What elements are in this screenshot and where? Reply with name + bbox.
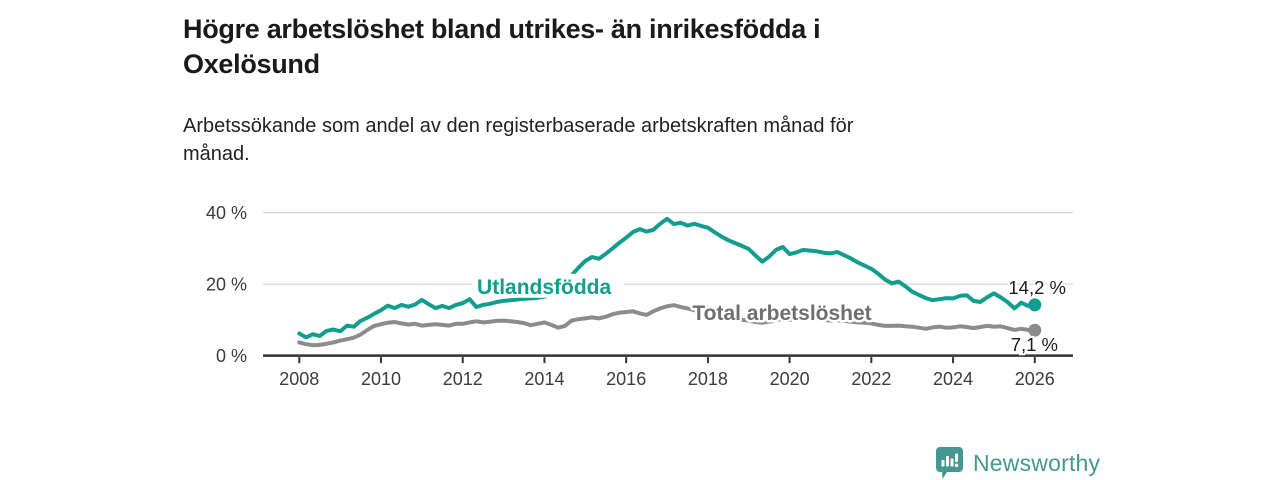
x-axis-tick-label: 2018 [688, 369, 728, 389]
newsworthy-badge-icon [936, 447, 963, 479]
x-axis-tick-label: 2016 [606, 369, 646, 389]
subtitle-line-2: månad. [183, 143, 250, 165]
x-axis-tick-label: 2020 [770, 369, 810, 389]
series-line-total [297, 303, 1037, 348]
y-axis-tick-label: 0 % [216, 346, 247, 366]
label-mask [472, 273, 625, 298]
series-label-total: Total arbetslöshet [692, 302, 871, 325]
chart-subtitle: Arbetssökande som andel av den registerb… [183, 112, 1043, 168]
series-label-utlandsfodda: Utlandsfödda [477, 276, 611, 299]
subtitle-line-1: Arbetssökande som andel av den registerb… [183, 115, 854, 137]
y-axis-tick-label: 40 % [206, 203, 247, 223]
x-axis-tick-label: 2026 [1015, 369, 1055, 389]
page-title: Högre arbetslöshet bland utrikes- än inr… [183, 12, 1043, 82]
series-end-dot-utlandsfodda [1028, 298, 1042, 312]
x-axis-tick-label: 2012 [443, 369, 483, 389]
end-value-label-utlandsfodda: 14,2 % [1008, 277, 1066, 298]
title-line-1: Högre arbetslöshet bland utrikes- än inr… [183, 14, 821, 44]
y-axis-tick-label: 20 % [206, 275, 247, 295]
end-value-label-total: 7,1 % [1011, 334, 1058, 355]
chart-header: Högre arbetslöshet bland utrikes- än inr… [183, 12, 1043, 168]
x-axis-tick-label: 2022 [851, 369, 891, 389]
x-axis-tick-label: 2010 [361, 369, 401, 389]
newsworthy-logo[interactable]: Newsworthy [936, 446, 1100, 480]
x-axis-tick-label: 2008 [279, 369, 319, 389]
series-line-utlandsfodda [297, 216, 1037, 340]
title-line-2: Oxelösund [183, 49, 320, 79]
x-axis-tick-label: 2014 [524, 369, 564, 389]
x-axis-tick-label: 2024 [933, 369, 973, 389]
series-end-dot-total [1028, 323, 1042, 337]
newsworthy-brand-text: Newsworthy [973, 449, 1101, 476]
